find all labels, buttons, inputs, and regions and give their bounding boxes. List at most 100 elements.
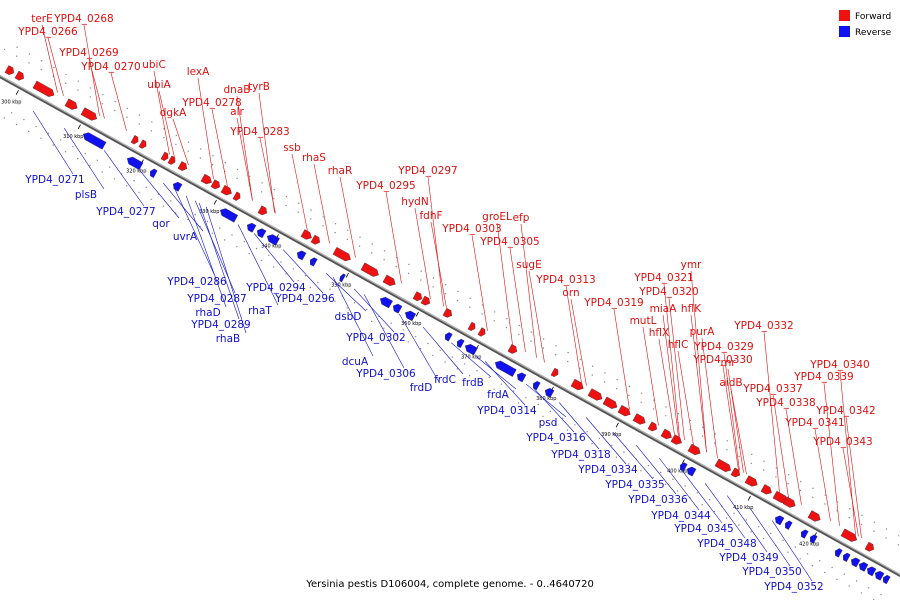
reverse-gene-label: YPD4_0318: [550, 449, 610, 461]
reverse-gene-label: dcuA: [342, 356, 369, 368]
frame-dot: [15, 123, 18, 126]
forward-gene-arrow: [807, 510, 821, 522]
forward-leader-line: [701, 337, 718, 459]
frame-dot: [898, 535, 900, 537]
frame-dot: [811, 565, 814, 567]
reverse-leader-line: [585, 417, 627, 465]
frame-dot: [224, 239, 226, 241]
forward-leader-line: [414, 207, 431, 300]
frame-dot: [861, 514, 863, 517]
frame-dot: [843, 573, 845, 575]
forward-gene-arrow: [647, 421, 658, 432]
frame-dot: [236, 177, 238, 179]
frame-dot: [542, 415, 544, 418]
reverse-leader-line: [32, 110, 74, 175]
forward-gene-arrow: [477, 327, 486, 337]
frame-dot: [733, 512, 735, 514]
frame-dot: [500, 383, 503, 385]
frame-dot: [150, 198, 152, 200]
forward-leader-line: [258, 92, 275, 213]
frame-dot: [616, 379, 618, 381]
frame-dot: [726, 517, 728, 519]
reverse-gene-label: YPD4_0294: [245, 282, 306, 294]
frame-dot: [525, 397, 527, 399]
forward-leader-line: [427, 176, 444, 307]
forward-gene-arrow: [550, 367, 559, 378]
frame-dot: [579, 367, 581, 369]
frame-dot: [219, 227, 221, 229]
forward-leader-line: [41, 24, 58, 93]
forward-gene-label: dnaB: [224, 84, 251, 96]
forward-gene-label: YPD4_0313: [535, 274, 595, 286]
legend-reverse-label: Reverse: [855, 28, 892, 38]
frame-dot: [880, 593, 882, 596]
frame-dot: [751, 453, 753, 456]
frame-dot: [371, 243, 373, 245]
reverse-gene-arrow: [874, 570, 885, 581]
scale-tick-label: 340 kbp: [261, 244, 281, 250]
scale-tick-mark: [15, 90, 19, 95]
frame-dot: [304, 275, 307, 277]
forward-gene-label: lexA: [187, 66, 210, 78]
reverse-gene-arrow: [339, 273, 346, 283]
forward-gene-arrow: [840, 528, 858, 542]
forward-leader-line: [642, 326, 659, 426]
frame-dot: [151, 121, 153, 123]
scale-tick-mark: [415, 311, 419, 317]
reverse-gene-arrow: [494, 360, 517, 377]
reverse-gene-arrow: [149, 168, 158, 178]
reverse-gene-arrow: [379, 296, 393, 309]
frame-dot: [598, 437, 601, 440]
frame-dot: [59, 139, 62, 141]
frame-dot: [824, 494, 826, 496]
forward-gene-label: ymr: [681, 259, 702, 271]
forward-gene-label: YPD4_0330: [692, 354, 752, 366]
frame-dot: [255, 247, 258, 250]
reverse-gene-arrow: [82, 132, 107, 150]
frame-dot: [517, 402, 520, 404]
forward-leader-line: [785, 408, 802, 505]
forward-leader-line: [845, 416, 862, 539]
frame-dot: [89, 87, 92, 89]
forward-leader-line: [722, 365, 739, 470]
forward-gene-label: hflK: [681, 303, 702, 315]
forward-gene-arrow: [782, 496, 796, 508]
frame-dot: [591, 442, 593, 445]
frame-dot: [366, 308, 368, 311]
scale-tick-label: 350 kbp: [331, 282, 351, 288]
frame-dot: [672, 478, 674, 480]
forward-gene-label: orn: [562, 287, 579, 299]
reverse-gene-arrow: [392, 303, 403, 314]
reverse-gene-arrow: [456, 338, 465, 349]
frame-dot: [133, 180, 135, 182]
frame-dot: [297, 280, 299, 282]
frame-dot: [659, 471, 662, 474]
frame-dot: [383, 259, 385, 261]
scale-tick-label: 400 kbp: [667, 469, 687, 475]
frame-dot: [603, 449, 605, 452]
forward-gene-label: YPD4_0305: [479, 236, 539, 248]
reverse-leader-line: [103, 150, 145, 207]
reverse-gene-label: YPD4_0306: [355, 368, 416, 380]
forward-gene-arrow: [730, 467, 741, 478]
scale-tick-mark: [681, 459, 685, 464]
frame-dot: [647, 465, 650, 467]
frame-dot: [505, 326, 508, 329]
frame-dot: [395, 265, 397, 268]
frame-dot: [77, 80, 80, 82]
frame-dot: [334, 223, 337, 225]
frame-dot: [628, 394, 630, 397]
frame-dot: [549, 410, 552, 413]
frame-dot: [591, 374, 593, 376]
reverse-gene-label: YPD4_0286: [166, 276, 227, 288]
frame-dot: [16, 55, 18, 57]
frame-dot: [162, 205, 165, 207]
forward-gene-arrow: [300, 229, 312, 240]
frame-dot: [187, 141, 190, 143]
frame-dot: [126, 107, 128, 110]
frame-dot: [763, 469, 765, 471]
frame-dot: [28, 62, 30, 64]
forward-leader-line: [663, 283, 680, 438]
scale-tick-mark: [747, 495, 751, 501]
